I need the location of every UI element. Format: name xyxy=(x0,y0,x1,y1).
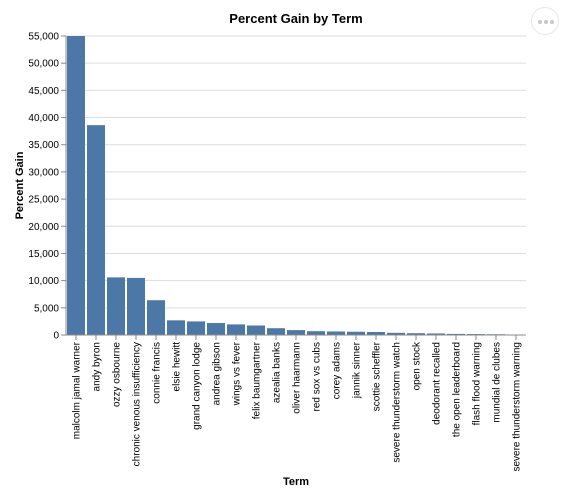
bar[interactable] xyxy=(227,324,245,335)
bar[interactable] xyxy=(107,277,125,335)
bar[interactable] xyxy=(307,331,325,335)
bar[interactable] xyxy=(427,333,445,335)
x-tick-label: andrea gibson xyxy=(212,342,223,405)
bar[interactable] xyxy=(447,333,465,335)
y-tick-label: 40,000 xyxy=(28,113,59,124)
bar[interactable] xyxy=(67,36,85,335)
bars xyxy=(67,36,525,336)
x-tick-label: corey adams xyxy=(332,342,343,399)
x-axis-ticks: malcolm jamal warner andy byron ozzy osbou… xyxy=(72,335,523,472)
ellipsis-icon xyxy=(538,20,542,24)
bar[interactable] xyxy=(167,320,185,335)
x-tick-label: connie francis xyxy=(152,342,163,404)
x-tick-label: mundial de clubes xyxy=(492,342,503,423)
y-tick-label: 5,000 xyxy=(34,303,59,314)
y-tick-label: 30,000 xyxy=(28,167,59,178)
x-tick-label: andy byron xyxy=(92,342,103,391)
x-tick-label: open stock xyxy=(412,341,423,390)
y-tick-label: 0 xyxy=(53,331,59,342)
y-tick-label: 20,000 xyxy=(28,222,59,233)
x-tick-label: oliver haarmann xyxy=(292,342,303,414)
bar[interactable] xyxy=(247,325,265,335)
y-tick-label: 35,000 xyxy=(28,140,59,151)
y-tick-label: 45,000 xyxy=(28,86,59,97)
y-tick-label: 55,000 xyxy=(28,32,59,43)
x-axis-title: Term xyxy=(283,476,309,488)
bar[interactable] xyxy=(367,332,385,335)
bar[interactable] xyxy=(207,323,225,335)
ellipsis-icon-dot xyxy=(550,20,554,24)
chart-actions-menu-button[interactable] xyxy=(531,7,559,35)
x-tick-label: deodorant recalled xyxy=(432,342,443,425)
chart-title: Percent Gain by Term xyxy=(229,11,362,26)
bar[interactable] xyxy=(387,332,405,335)
bar[interactable] xyxy=(347,331,365,335)
y-axis-title: Percent Gain xyxy=(14,151,26,219)
bar[interactable] xyxy=(267,328,285,335)
y-axis-ticks: 0 5,000 10,000 15,000 20,000 25,000 30,000 35,0… xyxy=(28,32,66,342)
x-tick-label: red sox vs cubs xyxy=(312,342,323,411)
y-tick-label: 50,000 xyxy=(28,59,59,70)
x-tick-label: elsie hewitt xyxy=(172,342,183,392)
x-tick-label: ozzy osbourne xyxy=(112,342,123,407)
bar[interactable] xyxy=(187,321,205,335)
bar[interactable] xyxy=(327,331,345,335)
bar[interactable] xyxy=(87,125,105,335)
x-tick-label: jannik sinner xyxy=(352,341,363,399)
x-tick-label: severe thunderstorm warning xyxy=(512,342,523,472)
x-tick-label: the open leaderboard xyxy=(452,342,463,437)
x-tick-label: azealia banks xyxy=(272,342,283,403)
x-tick-label: scottie scheffler xyxy=(372,341,383,411)
bar[interactable] xyxy=(407,333,425,335)
y-tick-label: 25,000 xyxy=(28,195,59,206)
bar[interactable] xyxy=(287,330,305,335)
x-tick-label: grand canyon lodge xyxy=(192,342,203,430)
x-tick-label: chronic venous insufficiency xyxy=(132,342,143,466)
bar[interactable] xyxy=(147,300,165,335)
x-tick-label: wings vs fever xyxy=(232,341,243,406)
x-tick-label: flash flood warning xyxy=(472,342,483,425)
x-tick-label: malcolm jamal warner xyxy=(72,341,83,439)
y-tick-label: 10,000 xyxy=(28,276,59,287)
y-tick-label: 15,000 xyxy=(28,249,59,260)
ellipsis-icon-dot xyxy=(544,20,548,24)
bar[interactable] xyxy=(127,277,145,335)
x-tick-label: felix baumgartner xyxy=(252,341,263,419)
x-tick-label: severe thunderstorm watch xyxy=(392,342,403,463)
